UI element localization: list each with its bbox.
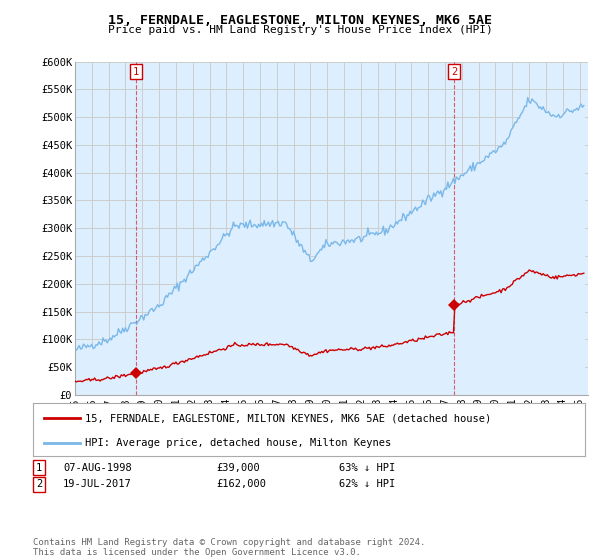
Text: 19-JUL-2017: 19-JUL-2017: [63, 479, 132, 489]
Text: HPI: Average price, detached house, Milton Keynes: HPI: Average price, detached house, Milt…: [85, 438, 392, 448]
Text: 15, FERNDALE, EAGLESTONE, MILTON KEYNES, MK6 5AE: 15, FERNDALE, EAGLESTONE, MILTON KEYNES,…: [108, 14, 492, 27]
Text: Contains HM Land Registry data © Crown copyright and database right 2024.
This d: Contains HM Land Registry data © Crown c…: [33, 538, 425, 557]
Text: £39,000: £39,000: [216, 463, 260, 473]
Text: 07-AUG-1998: 07-AUG-1998: [63, 463, 132, 473]
Text: 62% ↓ HPI: 62% ↓ HPI: [339, 479, 395, 489]
Text: 2: 2: [451, 67, 457, 77]
Text: 63% ↓ HPI: 63% ↓ HPI: [339, 463, 395, 473]
Text: Price paid vs. HM Land Registry's House Price Index (HPI): Price paid vs. HM Land Registry's House …: [107, 25, 493, 35]
Text: 15, FERNDALE, EAGLESTONE, MILTON KEYNES, MK6 5AE (detached house): 15, FERNDALE, EAGLESTONE, MILTON KEYNES,…: [85, 413, 491, 423]
Text: £162,000: £162,000: [216, 479, 266, 489]
Text: 1: 1: [36, 463, 42, 473]
Text: 2: 2: [36, 479, 42, 489]
Text: 1: 1: [133, 67, 139, 77]
